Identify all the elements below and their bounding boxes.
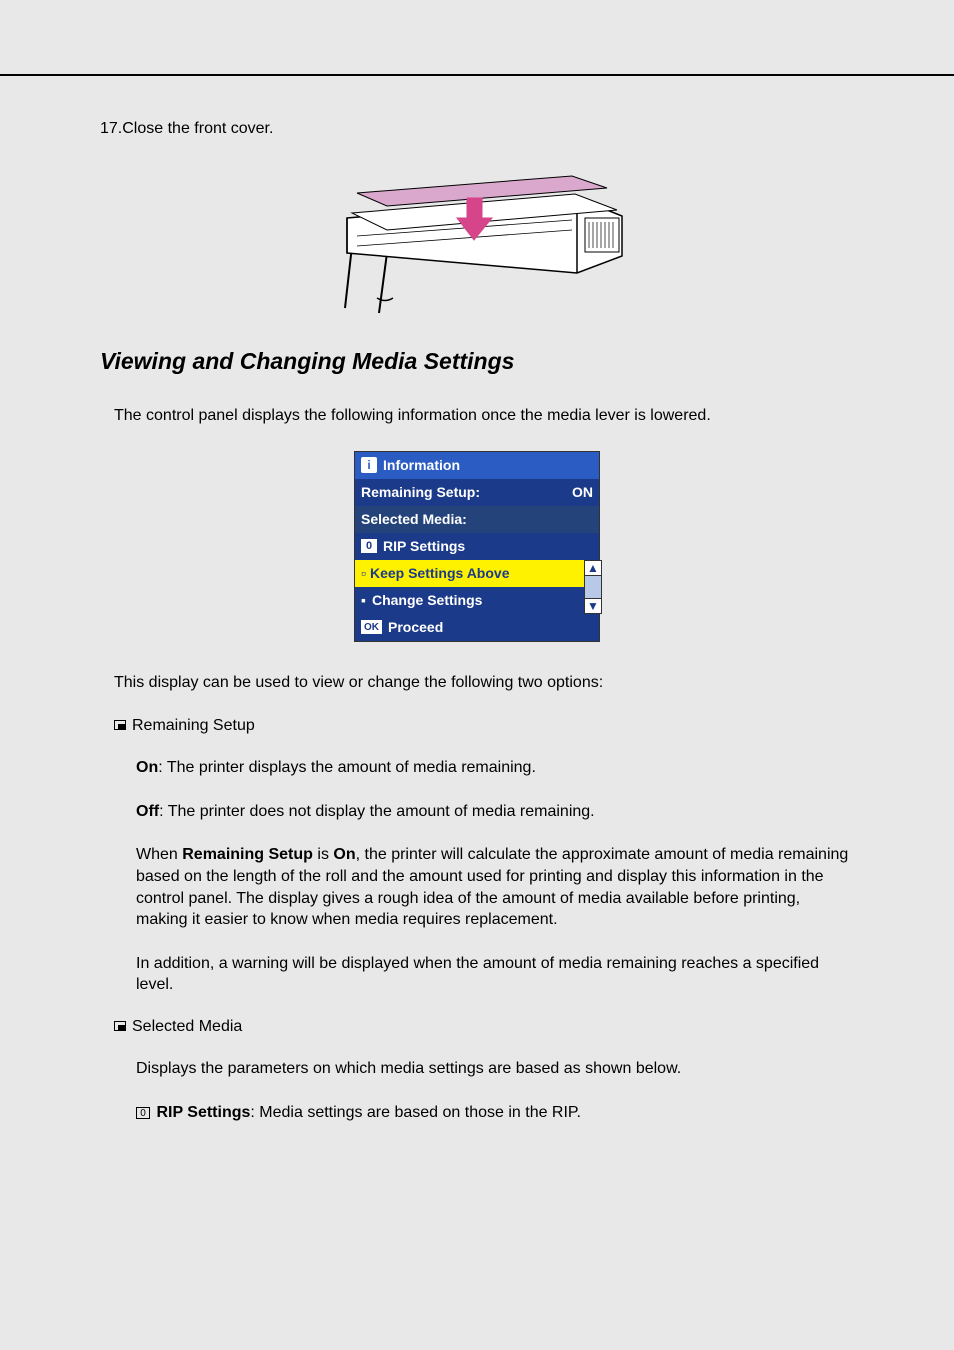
bullet2-label: Selected Media <box>132 1018 242 1035</box>
panel-rip-row: 0 RIP Settings <box>355 533 599 560</box>
scroll-track <box>584 576 602 598</box>
on-description: On: The printer displays the amount of m… <box>100 757 854 779</box>
panel-change-row: ▪ Change Settings <box>355 587 599 614</box>
bullet-mark-icon <box>114 1021 126 1031</box>
bullet-mark-icon <box>114 720 126 730</box>
remaining-setup-explanation: When Remaining Setup is On, the printer … <box>100 844 854 930</box>
panel-keep-label: Keep Settings Above <box>370 565 510 581</box>
panel-selected-media-label: Selected Media: <box>361 511 467 527</box>
bullet-remaining-setup: Remaining Setup <box>100 717 854 735</box>
rip-settings-label: RIP Settings <box>156 1104 250 1121</box>
panel-remaining-row: Remaining Setup: ON <box>355 479 599 506</box>
scroll-up-icon: ▲ <box>584 560 602 576</box>
section-title: Viewing and Changing Media Settings <box>100 348 854 375</box>
panel-remaining-value: ON <box>572 484 593 500</box>
panel-change-label: Change Settings <box>372 592 482 608</box>
para-mid: is <box>313 846 333 863</box>
panel-proceed-row: OK Proceed <box>355 614 599 641</box>
zero-badge-icon: 0 <box>361 539 377 553</box>
selected-media-description: Displays the parameters on which media s… <box>100 1058 854 1080</box>
bullet-icon: ▪ <box>361 592 366 608</box>
bullet-selected-media: Selected Media <box>100 1018 854 1036</box>
info-icon: i <box>361 457 377 473</box>
panel-keep-row: ▫ Keep Settings Above <box>355 560 599 587</box>
off-label: Off <box>136 803 159 820</box>
warning-explanation: In addition, a warning will be displayed… <box>100 953 854 996</box>
off-text: : The printer does not display the amoun… <box>159 803 595 820</box>
header-rule <box>0 74 954 76</box>
bullet-icon: ▫ <box>361 565 366 581</box>
on-text: : The printer displays the amount of med… <box>158 759 536 776</box>
after-panel-text: This display can be used to view or chan… <box>100 672 854 694</box>
step-text: Close the front cover. <box>122 120 273 137</box>
inline-zero-icon: 0 <box>136 1107 150 1119</box>
panel-remaining-label: Remaining Setup: <box>361 484 480 500</box>
panel-rip-label: RIP Settings <box>383 538 465 554</box>
lcd-panel: i Information Remaining Setup: ON Select… <box>354 451 600 642</box>
para-on: On <box>333 846 355 863</box>
rip-settings-description: 0 RIP Settings: Media settings are based… <box>100 1102 854 1124</box>
on-label: On <box>136 759 158 776</box>
step-number: 17. <box>100 120 122 137</box>
bullet1-label: Remaining Setup <box>132 717 255 734</box>
panel-title-row: i Information <box>355 452 599 479</box>
step-17: 17.Close the front cover. <box>100 120 854 138</box>
panel-selected-media-row: Selected Media: <box>355 506 599 533</box>
content-area: 17.Close the front cover. <box>100 120 854 1145</box>
ok-badge-icon: OK <box>361 620 382 634</box>
scroll-down-icon: ▼ <box>584 598 602 614</box>
intro-text: The control panel displays the following… <box>100 405 854 427</box>
rip-settings-text: : Media settings are based on those in t… <box>250 1104 581 1121</box>
off-description: Off: The printer does not display the am… <box>100 801 854 823</box>
printer-illustration <box>327 158 627 318</box>
para-pre: When <box>136 846 182 863</box>
para-rs: Remaining Setup <box>182 846 313 863</box>
panel-proceed-label: Proceed <box>388 619 443 635</box>
panel-title-text: Information <box>383 457 460 473</box>
